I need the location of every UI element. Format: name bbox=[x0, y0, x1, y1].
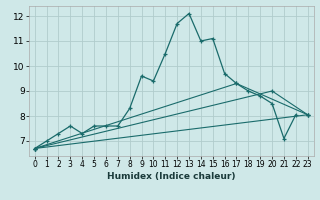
X-axis label: Humidex (Indice chaleur): Humidex (Indice chaleur) bbox=[107, 172, 236, 181]
